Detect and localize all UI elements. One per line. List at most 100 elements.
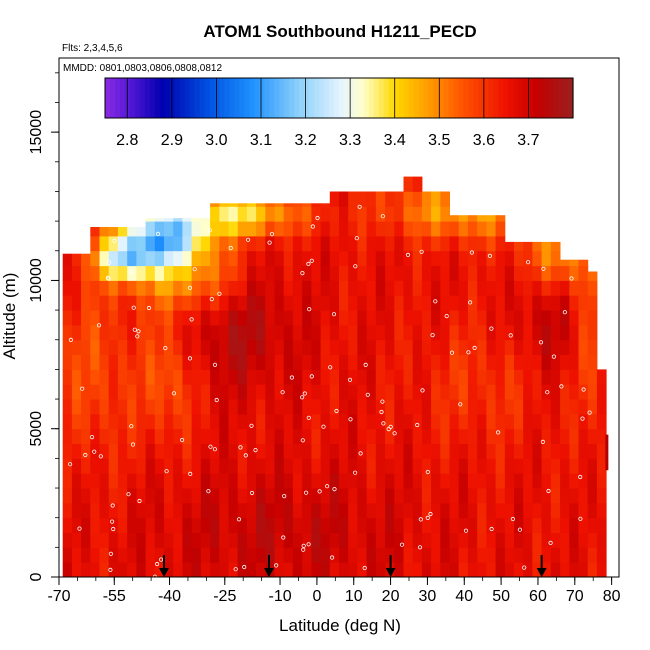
heatmap-cell xyxy=(182,295,193,311)
sample-point xyxy=(551,354,557,359)
x-tick-label: 60 xyxy=(529,588,547,605)
heatmap-cell xyxy=(136,547,147,563)
heatmap-cell xyxy=(486,473,497,489)
heatmap-cell xyxy=(219,324,229,341)
heatmap-cell xyxy=(431,502,441,519)
y-tick-label: 0 xyxy=(28,572,45,581)
sample-point xyxy=(108,567,113,573)
sample-point xyxy=(489,526,494,532)
heatmap-cell xyxy=(256,488,266,504)
heatmap-cell xyxy=(283,562,294,578)
heatmap-cell xyxy=(385,488,395,504)
heatmap-cell xyxy=(145,413,156,430)
heatmap-cell xyxy=(403,250,414,267)
heatmap-cell xyxy=(385,413,395,430)
heatmap-cell xyxy=(71,517,82,533)
heatmap-cell xyxy=(99,369,110,385)
sample-point xyxy=(306,542,311,547)
heatmap-cell xyxy=(486,532,497,548)
heatmap-cell xyxy=(320,265,331,281)
heatmap-cell xyxy=(71,502,82,519)
heatmap-cell xyxy=(311,562,322,578)
heatmap-cell xyxy=(467,517,478,533)
sample-point xyxy=(300,438,305,443)
sample-point xyxy=(306,261,311,266)
heatmap-cell xyxy=(292,203,303,207)
heatmap-cell xyxy=(320,203,331,207)
dates-label: MMDD: 0801,0803,0806,0808,0812 xyxy=(63,63,222,74)
heatmap-cell xyxy=(127,473,137,489)
heatmap-cell xyxy=(228,502,239,519)
heatmap-cell xyxy=(394,310,404,326)
heatmap-cell xyxy=(431,280,441,296)
colorbar-swatch xyxy=(568,78,574,118)
heatmap-cell xyxy=(173,488,183,504)
heatmap-cell xyxy=(81,547,91,563)
heatmap-cell xyxy=(578,413,589,430)
heatmap-cell xyxy=(62,354,73,370)
heatmap-cell xyxy=(90,473,100,489)
heatmap-cell xyxy=(302,547,312,563)
heatmap-cell xyxy=(302,458,312,474)
heatmap-cell xyxy=(292,413,303,430)
heatmap-cell xyxy=(237,562,248,578)
heatmap-cell xyxy=(200,547,211,563)
heatmap-cell xyxy=(108,488,119,504)
heatmap-cell xyxy=(237,310,248,326)
heatmap-cell xyxy=(458,443,469,459)
heatmap-cell xyxy=(348,473,358,489)
heatmap-cell xyxy=(117,443,128,459)
heatmap-cell xyxy=(486,354,497,370)
heatmap-cell xyxy=(274,250,285,267)
heatmap-cell xyxy=(385,339,395,355)
heatmap-cell xyxy=(467,369,478,385)
heatmap-cell xyxy=(532,532,543,548)
heatmap-cell xyxy=(375,354,386,370)
heatmap-cell xyxy=(560,547,570,563)
heatmap-cell xyxy=(90,310,100,326)
heatmap-cell xyxy=(145,547,156,563)
sample-point xyxy=(274,563,279,568)
heatmap-cell xyxy=(339,250,349,267)
heatmap-cell xyxy=(532,488,543,504)
sample-point xyxy=(469,250,474,255)
heatmap-cell xyxy=(81,253,91,267)
heatmap-cell xyxy=(514,280,524,296)
heatmap-cell xyxy=(99,517,110,533)
heatmap-cell xyxy=(99,488,110,504)
heatmap-cell xyxy=(81,517,91,533)
heatmap-cell xyxy=(127,227,137,237)
heatmap-cell xyxy=(117,413,128,430)
heatmap-cell xyxy=(587,271,598,281)
heatmap-cell xyxy=(339,399,349,415)
heatmap-cell xyxy=(458,324,469,341)
heatmap-cell xyxy=(237,502,248,519)
heatmap-cell xyxy=(587,295,598,311)
heatmap-cell xyxy=(357,562,368,578)
heatmap-cell xyxy=(504,250,515,267)
sample-point xyxy=(126,492,131,497)
heatmap-cell xyxy=(200,339,211,355)
heatmap-cell xyxy=(541,265,552,281)
heatmap-cell xyxy=(210,280,220,296)
heatmap-cell xyxy=(329,547,340,563)
colorbar-swatch xyxy=(239,78,245,118)
heatmap-cell xyxy=(560,473,570,489)
heatmap-cell xyxy=(173,384,183,400)
heatmap-cell xyxy=(440,428,450,444)
heatmap-cell xyxy=(449,339,460,355)
heatmap-cell xyxy=(366,443,377,459)
heatmap-cell xyxy=(228,488,239,504)
heatmap-cell xyxy=(366,265,377,281)
heatmap-cell xyxy=(62,369,73,385)
heatmap-cell xyxy=(200,443,211,459)
heatmap-cell xyxy=(486,399,497,415)
heatmap-cell xyxy=(127,384,137,400)
heatmap-cell xyxy=(283,310,294,326)
heatmap-cell xyxy=(154,384,165,400)
heatmap-cell xyxy=(329,354,340,370)
sample-point xyxy=(212,362,218,367)
heatmap-cell xyxy=(117,250,128,267)
colorbar-swatch xyxy=(483,78,489,118)
heatmap-cell xyxy=(458,399,469,415)
